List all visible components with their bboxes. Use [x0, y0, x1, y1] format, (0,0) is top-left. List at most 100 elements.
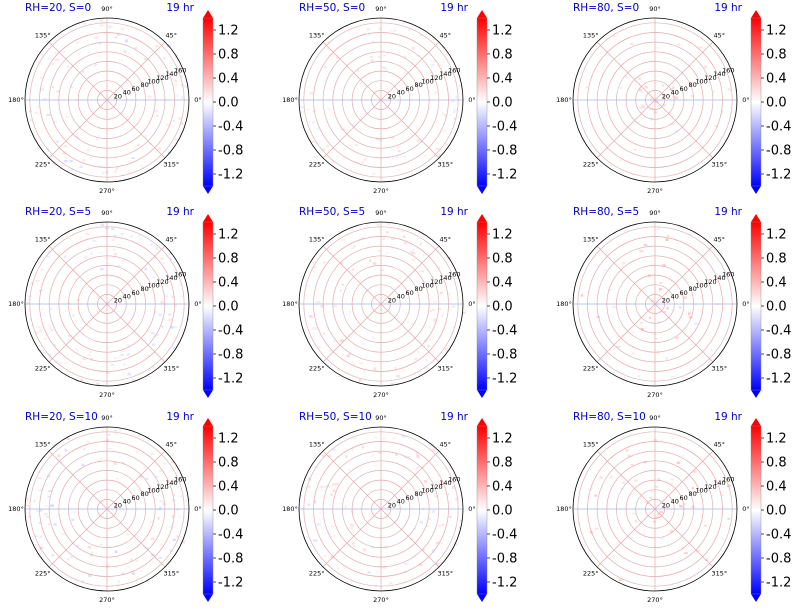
field-cell [132, 177, 136, 180]
field-cell [172, 346, 176, 350]
field-cell [86, 31, 91, 34]
field-cell [407, 456, 411, 459]
panel-title: RH=80, S=5 [573, 206, 639, 218]
field-cell [391, 570, 395, 574]
angle-tick-label: 315° [437, 160, 453, 168]
field-cell [348, 333, 351, 336]
field-cell [148, 167, 152, 171]
field-cell [423, 47, 428, 51]
field-cell [393, 372, 396, 375]
field-cell [51, 114, 54, 117]
field-cell [415, 451, 419, 455]
field-cell [371, 261, 374, 264]
field-cell [353, 244, 356, 248]
colorbar-tick-label: 0.0 [766, 96, 787, 111]
radial-tick-label: 40 [671, 498, 679, 506]
field-cell [174, 304, 178, 308]
radial-tick-label: 40 [123, 89, 131, 97]
polar-frame [298, 426, 464, 592]
field-cell [116, 371, 119, 374]
colorbar-extend-low [203, 390, 213, 398]
field-cell [692, 469, 697, 473]
angle-tick-label: 225° [309, 160, 325, 168]
field-cell [149, 543, 152, 545]
field-cell [173, 80, 178, 83]
field-cell [113, 461, 117, 465]
field-cell [436, 450, 439, 454]
colorbar: 1.2 0.8 0.4 0.0 -0.4 -0.8 -1.2 [202, 10, 243, 194]
field-cell [329, 564, 334, 567]
field-cell [94, 223, 98, 226]
field-cell [47, 475, 51, 478]
field-cell [645, 326, 649, 329]
colorbar-tick-label: -1.2 [492, 372, 517, 387]
colorbar-tick-label: 0.8 [218, 456, 239, 471]
angular-grid-line [380, 41, 440, 101]
radial-tick-label: 160 [448, 67, 460, 75]
field-cell [64, 156, 68, 159]
radial-tick-label: 40 [397, 293, 405, 301]
angle-tick-label: 0° [194, 300, 201, 308]
field-cell [178, 515, 182, 519]
field-cell [382, 354, 386, 356]
field-cell [352, 57, 355, 60]
field-cell [38, 112, 43, 115]
field-cell [38, 489, 43, 492]
field-cell [325, 337, 329, 339]
field-cell [39, 76, 43, 80]
field-cell [653, 520, 656, 524]
polar-frame [572, 221, 738, 387]
field-cell [407, 51, 410, 55]
field-cell [688, 315, 693, 319]
field-cell [157, 76, 162, 79]
field-cell [405, 562, 409, 565]
field-cell [60, 45, 65, 48]
field-cell [434, 495, 439, 498]
field-cell [121, 572, 125, 575]
field-cell [621, 261, 626, 265]
field-cell [725, 133, 730, 136]
radial-tick-label: 120 [430, 74, 442, 82]
field-cell [121, 59, 124, 62]
field-cell [91, 551, 94, 555]
angular-grid-line [380, 508, 440, 568]
radial-tick-label: 40 [123, 498, 131, 506]
field-cell [447, 466, 451, 469]
field-cell [663, 104, 667, 107]
field-cell [643, 461, 647, 464]
field-cell [94, 544, 98, 546]
field-cell [303, 485, 307, 488]
field-cell [346, 354, 350, 358]
angle-tick-label: 45° [440, 236, 452, 244]
field-cell [664, 271, 668, 274]
field-cell [340, 261, 344, 265]
polar-panel: 0°45°90°135°180°225°270°315°20 40 60 801001… [8, 411, 202, 604]
field-cell [436, 565, 440, 568]
field-cell [407, 433, 411, 436]
field-cell [331, 482, 335, 485]
field-cell [162, 262, 165, 264]
field-cell [650, 491, 654, 493]
field-cell [634, 479, 639, 482]
field-cell [40, 88, 44, 91]
field-cell [670, 478, 675, 481]
field-cell [618, 58, 622, 61]
radial-tick-label: 100 [421, 78, 433, 86]
field-cell [167, 50, 172, 53]
field-cell [655, 481, 660, 484]
angle-tick-label: 180° [8, 505, 24, 513]
field-cell [126, 332, 129, 335]
field-cell [156, 333, 159, 337]
field-cell [437, 64, 441, 67]
colorbar-extend-high [477, 418, 487, 426]
field-cell [144, 267, 147, 271]
field-cell [312, 87, 316, 90]
field-cell [157, 517, 160, 520]
field-cell [445, 143, 449, 146]
field-cell [39, 329, 42, 333]
field-cell [403, 155, 407, 159]
field-cell [654, 303, 659, 306]
radial-tick-label: 20 [662, 296, 670, 304]
field-cell [81, 31, 84, 35]
field-cell [56, 90, 60, 93]
